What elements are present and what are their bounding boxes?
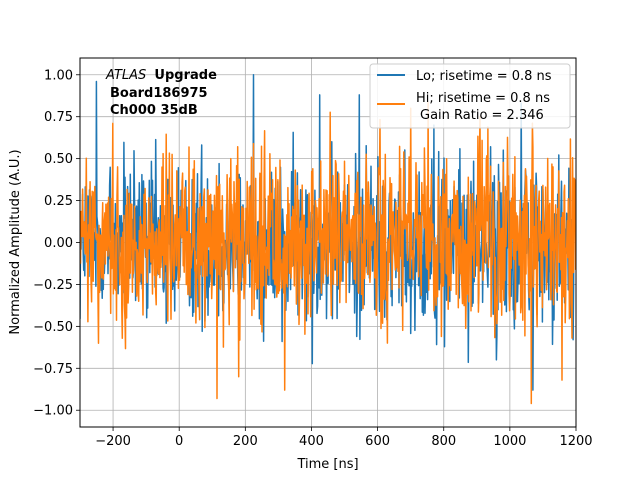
x-tick-label: −200 (95, 434, 131, 449)
y-tick-label: 0.25 (44, 194, 73, 209)
y-tick-label: 1.00 (44, 68, 73, 83)
y-axis-label: Normalized Amplitude (A.U.) (8, 149, 23, 334)
legend-box (369, 63, 571, 129)
x-tick-label: 1000 (493, 434, 526, 449)
axis-ticks: −200 0 200 400 600 800 1000 1200 −1.00 −0.75 −0.50… (33, 68, 592, 449)
y-tick-label: 0.75 (44, 110, 73, 125)
y-tick-label: −0.50 (33, 320, 73, 335)
legend-label-hi: Hi; risetime = 0.8 ns (416, 91, 550, 106)
y-tick-label: −0.75 (33, 362, 73, 377)
series-line-hi (80, 101, 576, 405)
x-tick-label: 400 (299, 434, 324, 449)
upgrade-label: Upgrade (154, 68, 217, 83)
series-layer (80, 74, 576, 405)
svg-text:ATLAS Upgrade: ATLAS Upgrade (105, 68, 217, 83)
x-tick-label: 200 (233, 434, 258, 449)
y-tick-label: 0.50 (44, 152, 73, 167)
x-tick-label: 1200 (559, 434, 592, 449)
legend-label-lo: Lo; risetime = 0.8 ns (416, 69, 552, 84)
x-tick-label: 800 (431, 434, 456, 449)
channel-label: Ch000 35dB (110, 103, 198, 118)
atlas-label: ATLAS (105, 68, 146, 83)
y-tick-label: 0.00 (44, 236, 73, 251)
atlas-annotation: ATLAS Upgrade Board186975 Ch000 35dB (105, 68, 217, 118)
y-tick-label: −0.25 (33, 278, 73, 293)
y-tick-label: −1.00 (33, 404, 73, 419)
board-label: Board186975 (110, 86, 208, 101)
x-axis-label: Time [ns] (296, 457, 358, 472)
x-tick-label: 0 (175, 434, 183, 449)
legend: Lo; risetime = 0.8 ns Hi; risetime = 0.8… (369, 63, 571, 129)
gain-ratio-label: Gain Ratio = 2.346 (420, 108, 544, 123)
x-tick-label: 600 (365, 434, 390, 449)
